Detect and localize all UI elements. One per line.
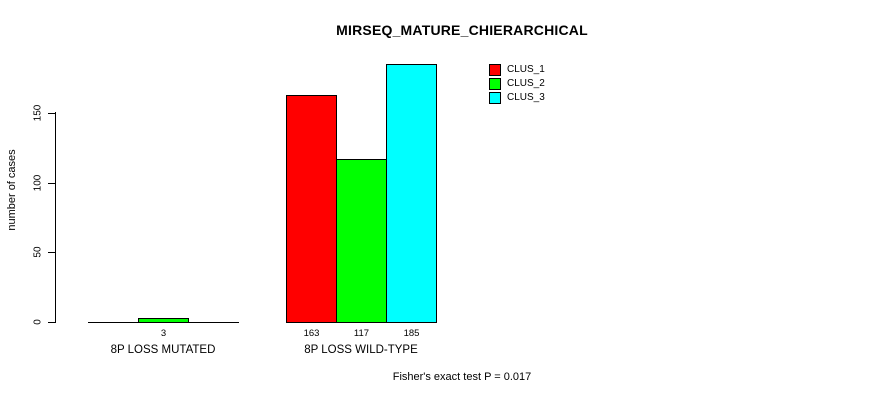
legend: CLUS_1 CLUS_2 CLUS_3 xyxy=(489,63,545,104)
bar-clus_1-group2 xyxy=(286,95,337,323)
legend-row-clus_3: CLUS_3 xyxy=(489,91,545,104)
y-tick-mark xyxy=(48,322,55,323)
y-tick-label: 150 xyxy=(32,104,44,122)
bar-clus_1-group1-zero xyxy=(88,322,139,323)
bar-clus_3-group1-zero xyxy=(188,322,239,323)
legend-swatch-clus_1 xyxy=(489,63,501,76)
bar-value-label: 3 xyxy=(160,328,167,339)
legend-label: CLUS_3 xyxy=(507,92,545,103)
y-tick-mark xyxy=(48,252,55,253)
legend-label: CLUS_2 xyxy=(507,78,545,89)
bar-value-label: 117 xyxy=(353,328,370,339)
y-axis-line xyxy=(55,112,56,323)
x-category-label: 8P LOSS MUTATED xyxy=(110,344,216,356)
x-category-label: 8P LOSS WILD-TYPE xyxy=(304,344,418,356)
bar-clus_2-group2 xyxy=(336,159,387,323)
legend-swatch-clus_3 xyxy=(489,91,501,104)
bar-value-label: 163 xyxy=(303,328,320,339)
pvalue-annotation: Fisher's exact test P = 0.017 xyxy=(392,371,532,383)
y-tick-label: 0 xyxy=(32,319,44,325)
chart-title: MIRSEQ_MATURE_CHIERARCHICAL xyxy=(336,22,588,38)
legend-label: CLUS_1 xyxy=(507,64,545,75)
bar-clus_3-group2 xyxy=(386,64,437,323)
y-tick-mark xyxy=(48,113,55,114)
legend-row-clus_1: CLUS_1 xyxy=(489,63,545,76)
y-tick-mark xyxy=(48,183,55,184)
bar-value-label: 185 xyxy=(403,328,420,339)
legend-swatch-clus_2 xyxy=(489,77,501,90)
legend-row-clus_2: CLUS_2 xyxy=(489,77,545,90)
y-tick-label: 50 xyxy=(32,246,44,258)
bar-clus_2-group1 xyxy=(138,318,189,323)
y-tick-label: 100 xyxy=(32,174,44,192)
